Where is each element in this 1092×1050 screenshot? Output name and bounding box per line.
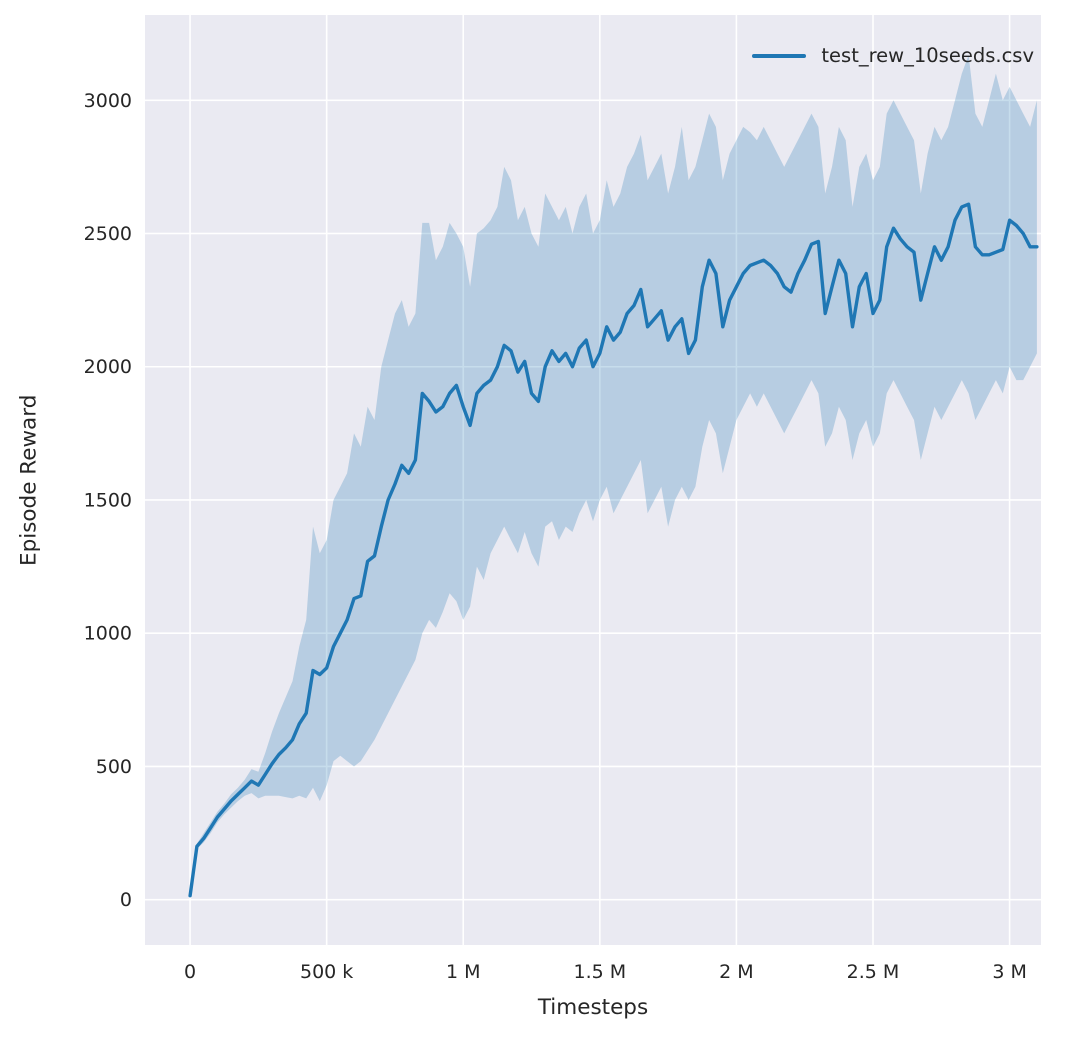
x-tick-label: 3 M bbox=[992, 961, 1027, 983]
x-tick-label: 1.5 M bbox=[574, 961, 627, 983]
confidence-band bbox=[190, 55, 1037, 897]
y-tick-label: 2500 bbox=[84, 223, 132, 245]
legend-line-swatch bbox=[752, 53, 807, 58]
y-tick-label: 1500 bbox=[84, 489, 132, 511]
plot-area bbox=[145, 15, 1041, 945]
y-axis-label: Episode Reward bbox=[16, 394, 42, 566]
x-tick-label: 1 M bbox=[446, 961, 481, 983]
x-tick-label: 2.5 M bbox=[847, 961, 900, 983]
legend: test_rew_10seeds.csv bbox=[752, 44, 1034, 67]
y-tick-label: 1000 bbox=[84, 623, 132, 645]
y-tick-label: 3000 bbox=[84, 90, 132, 112]
y-tick-label: 2000 bbox=[84, 356, 132, 378]
mean-reward-line bbox=[188, 202, 1039, 898]
x-tick-label: 2 M bbox=[719, 961, 754, 983]
x-tick-label: 0 bbox=[184, 961, 196, 983]
x-axis-label: Timesteps bbox=[537, 995, 649, 1020]
x-tick-label: 500 k bbox=[300, 961, 353, 983]
y-tick-label: 0 bbox=[120, 889, 132, 911]
y-tick-label: 500 bbox=[96, 756, 132, 778]
legend-label: test_rew_10seeds.csv bbox=[821, 44, 1034, 67]
